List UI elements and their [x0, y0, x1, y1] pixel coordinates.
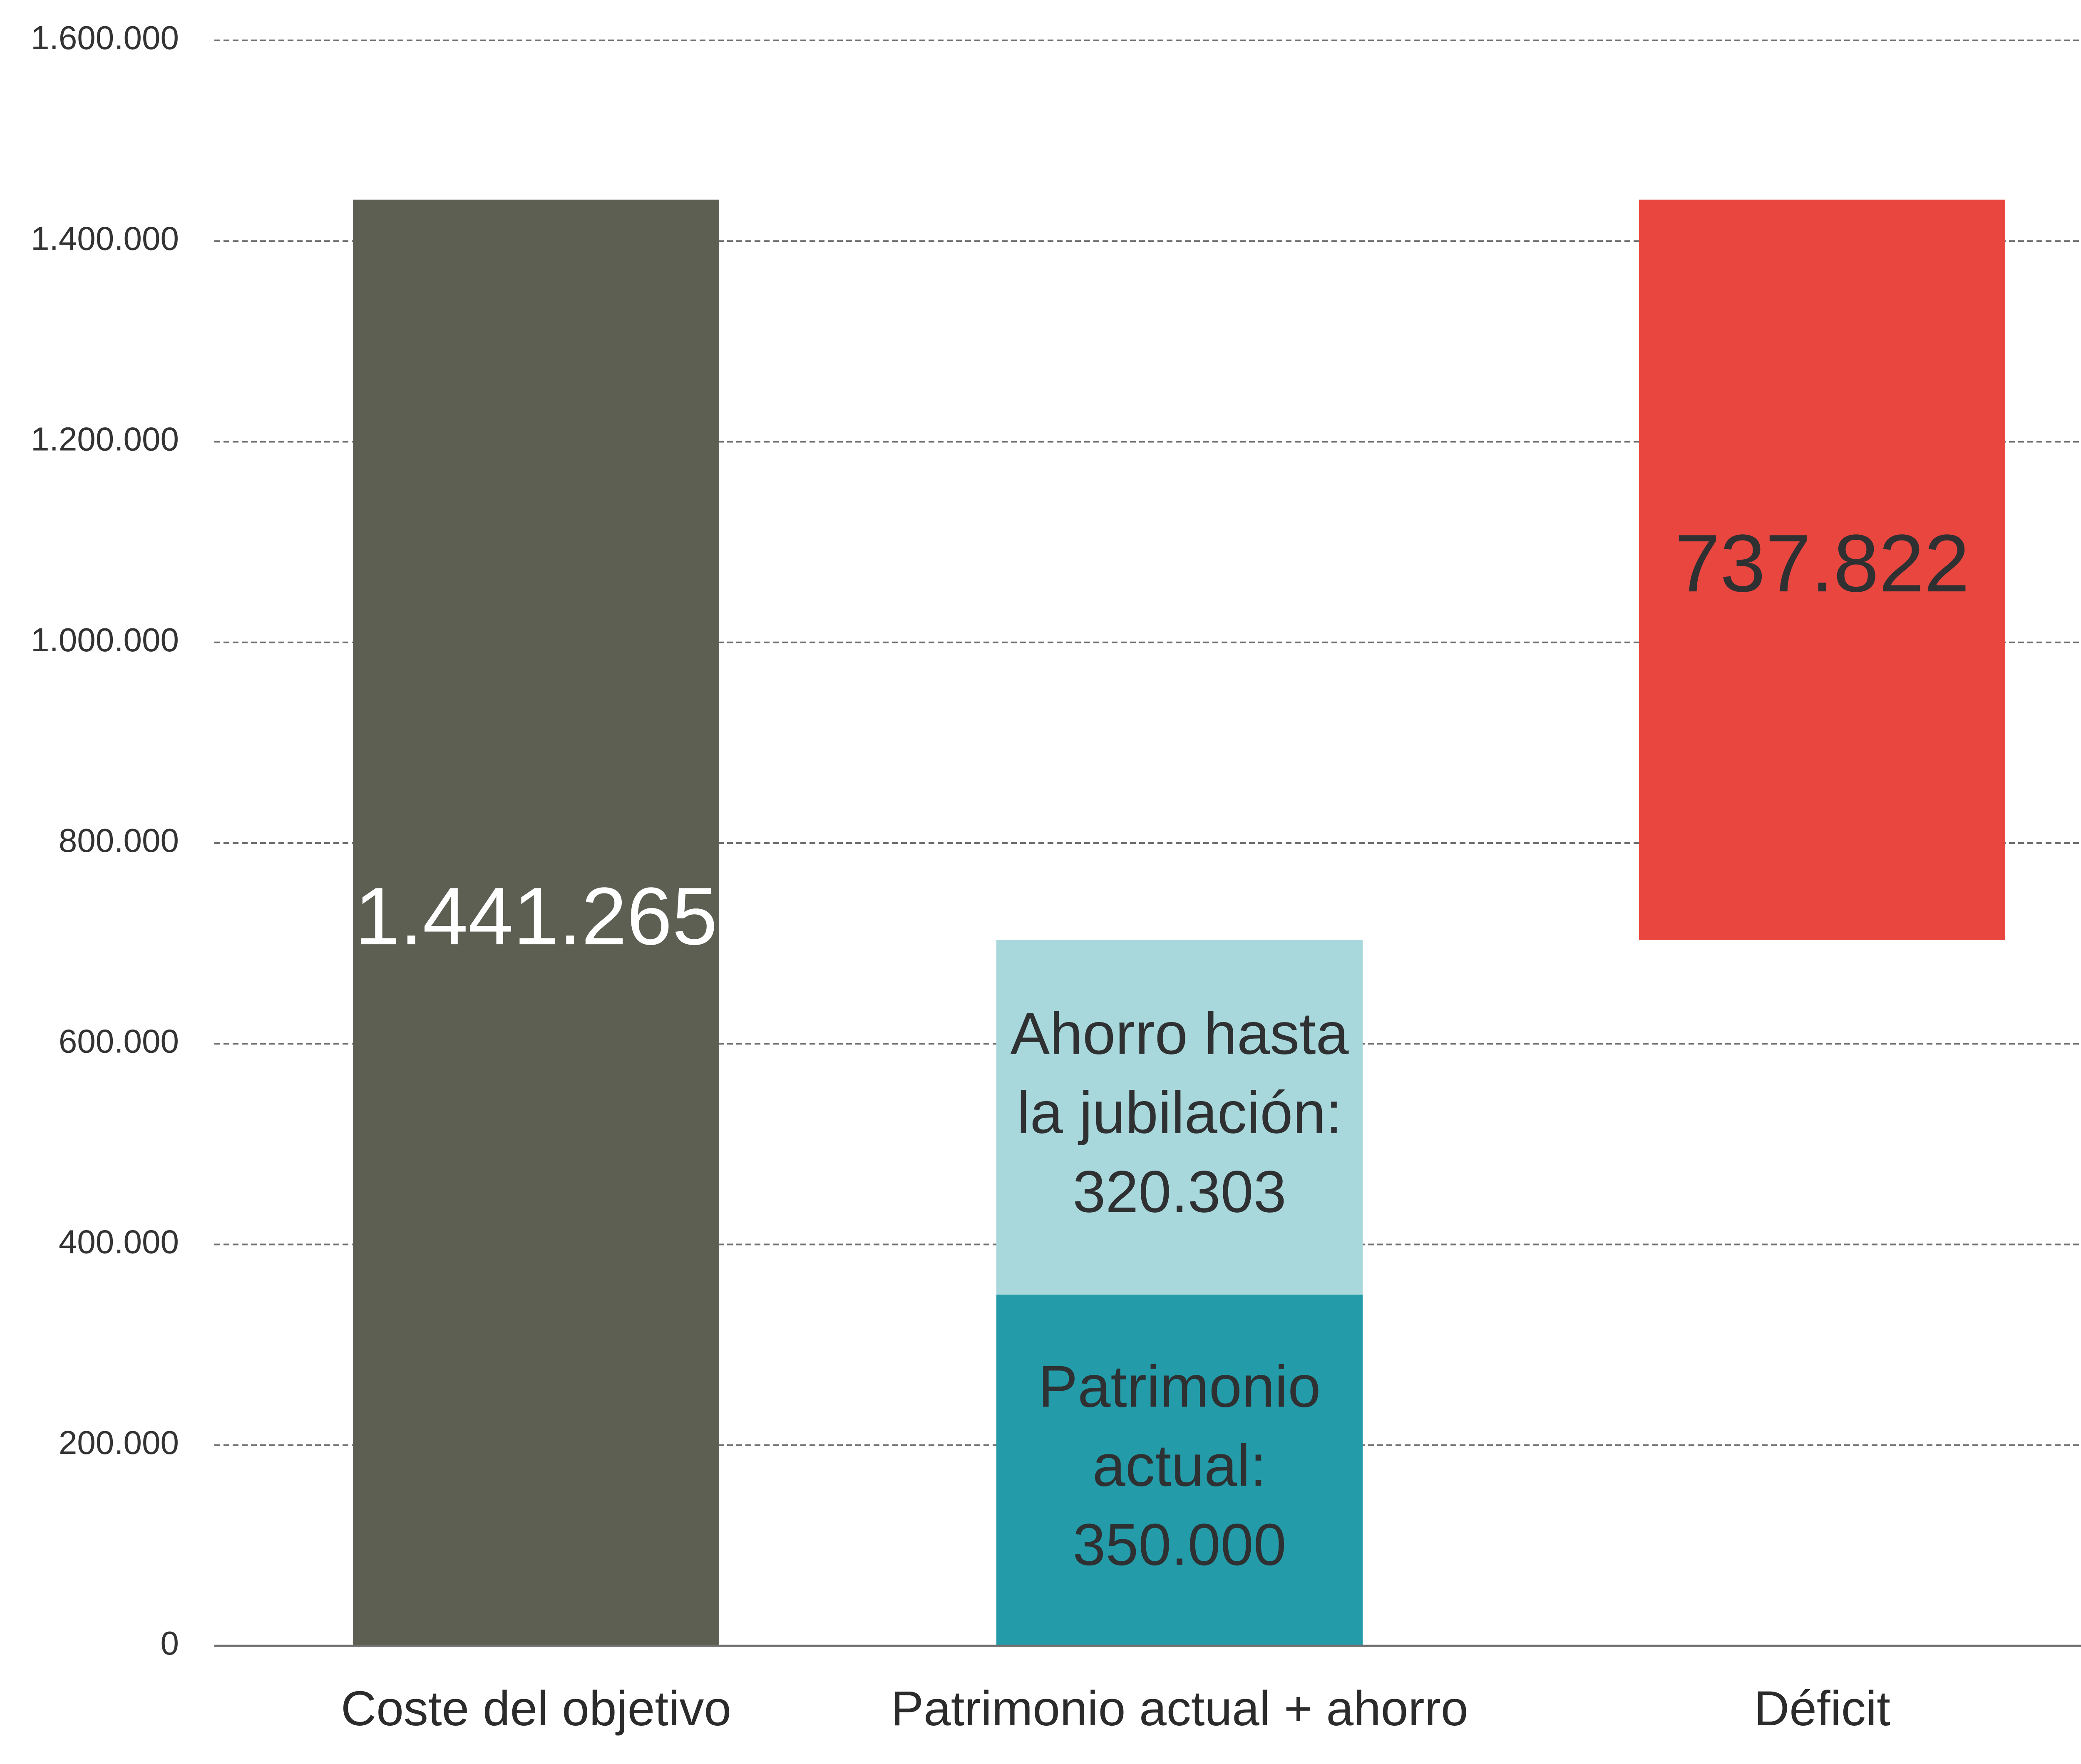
y-tick-label: 200.000 — [59, 1424, 179, 1461]
y-tick-label: 1.600.000 — [31, 19, 179, 56]
bar-data-label: Ahorro hasta — [1010, 1000, 1348, 1067]
bar-segment — [996, 940, 1363, 1295]
bars — [353, 199, 2005, 1646]
y-axis-ticks: 0 200.000 400.000 600.000 800.000 1.000.000 1.… — [31, 19, 179, 1662]
bar-segment — [353, 199, 719, 1646]
y-tick-label: 400.000 — [59, 1223, 179, 1260]
x-category-label: Patrimonio actual + ahorro — [891, 1681, 1468, 1736]
x-category-label: Déficit — [1754, 1681, 1890, 1736]
y-tick-label: 600.000 — [59, 1022, 179, 1059]
y-tick-label: 800.000 — [59, 822, 179, 859]
bar-data-label: Patrimonio — [1038, 1354, 1321, 1420]
bar-data-label: actual: — [1093, 1433, 1266, 1499]
bar-segment — [1639, 199, 2005, 940]
bar-data-label: 350.000 — [1073, 1512, 1286, 1578]
y-tick-label: 1.200.000 — [31, 421, 179, 458]
x-axis-categories: Coste del objetivo Patrimonio actual + ah… — [341, 1681, 1890, 1736]
bar-data-label: 737.822 — [1675, 518, 1970, 609]
bar-data-label: la jubilación: — [1017, 1079, 1342, 1146]
bar-data-label: 1.441.265 — [355, 871, 718, 962]
y-tick-label: 1.400.000 — [31, 220, 179, 257]
x-category-label: Coste del objetivo — [341, 1681, 731, 1736]
y-tick-label: 0 — [161, 1625, 179, 1662]
bar-labels: 1.441.265 Patrimonio actual: 350.000 Ahorro … — [355, 518, 1969, 1578]
bar-segment — [996, 1295, 1363, 1646]
bar-data-label: 320.303 — [1073, 1159, 1286, 1225]
y-tick-label: 1.000.000 — [31, 621, 179, 658]
